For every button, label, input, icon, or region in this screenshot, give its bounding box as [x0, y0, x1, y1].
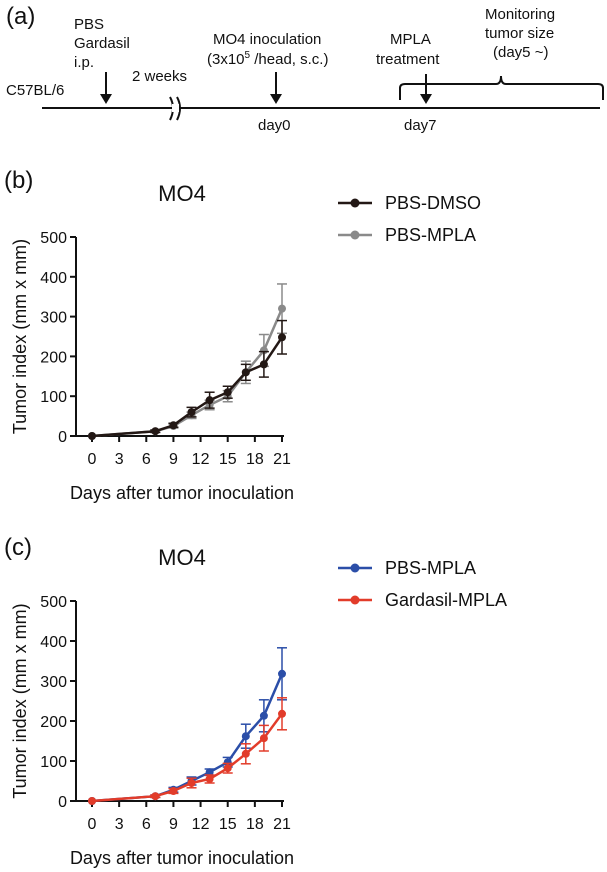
- x-tick-label: 0: [88, 451, 97, 468]
- data-point: [88, 432, 96, 440]
- timeline-break-right: [176, 96, 181, 121]
- x-tick-label: 3: [115, 816, 124, 833]
- arrow-icon: [100, 72, 112, 104]
- chart-title: MO4: [158, 545, 206, 570]
- panel-label-c: (c): [4, 534, 32, 561]
- panel-label-a: (a): [6, 3, 35, 30]
- legend-swatch-marker: [350, 198, 360, 208]
- y-tick-label: 200: [40, 349, 67, 366]
- x-axis-label: Days after tumor inoculation: [70, 848, 294, 868]
- legend-label: PBS-MPLA: [385, 558, 476, 578]
- y-tick-label: 200: [40, 714, 67, 731]
- x-tick-label: 3: [115, 451, 124, 468]
- data-point: [223, 388, 232, 397]
- day7-label: day7: [404, 117, 437, 134]
- data-point: [169, 787, 178, 795]
- y-tick-label: 100: [40, 754, 67, 771]
- data-point: [169, 421, 178, 430]
- monitoring-line2: tumor size: [485, 25, 554, 42]
- legend-label: PBS-DMSO: [385, 193, 481, 213]
- y-tick-label: 400: [40, 270, 67, 287]
- y-tick-label: 500: [40, 230, 67, 247]
- legend-swatch-marker: [350, 563, 360, 573]
- chart-b: (b) MO4 0 100 200 300 400 500 0 3 6 9 12 15 18 21 Days …: [4, 167, 481, 503]
- data-point: [259, 346, 268, 355]
- legend-label: PBS-MPLA: [385, 225, 476, 245]
- y-tick-label: 0: [58, 794, 67, 811]
- inoculation-exponent: 5: [245, 50, 251, 61]
- gap-label: 2 weeks: [132, 68, 187, 85]
- inoculation-line1: MO4 inoculation: [213, 31, 321, 48]
- x-tick-label: 15: [219, 816, 237, 833]
- x-tick-label: 12: [192, 451, 210, 468]
- step1-line1: PBS: [74, 16, 104, 33]
- y-tick-label: 0: [58, 429, 67, 446]
- treatment-line2: treatment: [376, 51, 440, 68]
- x-tick-label: 0: [88, 816, 97, 833]
- step1-line2: Gardasil: [74, 35, 130, 52]
- data-point: [259, 711, 268, 720]
- data-point: [259, 734, 268, 743]
- y-tick-label: 300: [40, 310, 67, 327]
- data-point: [205, 775, 214, 783]
- data-point: [187, 779, 196, 787]
- x-tick-label: 21: [273, 816, 291, 833]
- data-point: [259, 360, 268, 369]
- monitoring-brace: [399, 75, 604, 100]
- x-tick-label: 6: [142, 451, 151, 468]
- monitoring-line3: (day5 ~): [493, 44, 548, 61]
- x-axis-label: Days after tumor inoculation: [70, 483, 294, 503]
- data-point: [205, 396, 214, 405]
- arrow-icon: [420, 74, 432, 104]
- x-tick-label: 9: [169, 816, 178, 833]
- x-tick-label: 9: [169, 451, 178, 468]
- legend-swatch-marker: [350, 230, 360, 240]
- strain-label: C57BL/6: [6, 82, 64, 99]
- inoculation-dose: (3x10: [207, 51, 245, 68]
- y-tick-label: 100: [40, 389, 67, 406]
- legend-label: Gardasil-MPLA: [385, 590, 507, 610]
- arrow-icon: [270, 72, 282, 104]
- data-point: [278, 669, 286, 678]
- data-point: [151, 427, 160, 436]
- inoculation-line2: (3x105 /head, s.c.): [207, 50, 328, 68]
- series-line: [91, 336, 284, 438]
- data-point: [241, 749, 250, 758]
- y-tick-label: 400: [40, 634, 67, 651]
- data-point: [278, 304, 286, 313]
- day0-label: day0: [258, 117, 291, 134]
- timeline-break-gap: [172, 104, 179, 112]
- panel-label-b: (b): [4, 167, 33, 194]
- data-point: [241, 732, 250, 741]
- data-point: [241, 368, 250, 377]
- treatment-line1: MPLA: [390, 31, 431, 48]
- data-point: [223, 764, 232, 773]
- y-tick-label: 500: [40, 594, 67, 611]
- y-axis-label: Tumor index (mm x mm): [10, 603, 30, 798]
- x-tick-label: 15: [219, 451, 237, 468]
- data-point: [278, 709, 286, 718]
- data-point: [151, 792, 160, 801]
- step1-line3: i.p.: [74, 54, 94, 71]
- series-line: [91, 673, 284, 803]
- x-tick-label: 6: [142, 816, 151, 833]
- data-point: [205, 768, 214, 777]
- y-tick-label: 300: [40, 674, 67, 691]
- chart-title: MO4: [158, 181, 206, 206]
- data-point: [88, 797, 96, 805]
- monitoring-line1: Monitoring: [485, 6, 555, 23]
- x-tick-label: 21: [273, 451, 291, 468]
- x-tick-label: 18: [246, 816, 264, 833]
- inoculation-route: /head, s.c.): [250, 51, 328, 68]
- x-tick-label: 18: [246, 451, 264, 468]
- data-point: [278, 333, 286, 342]
- data-point: [187, 408, 196, 417]
- x-tick-label: 12: [192, 816, 210, 833]
- chart-c: (c) MO4 0 100 200 300 400 500 0 3 6 9 12 15 18 21 Days …: [4, 534, 507, 868]
- y-axis-label: Tumor index (mm x mm): [10, 239, 30, 434]
- timeline-panel: (a) C57BL/6 PBS Gardasil i.p. 2 weeks MO…: [6, 3, 604, 134]
- data-point: [223, 758, 232, 767]
- legend-swatch-marker: [350, 595, 360, 605]
